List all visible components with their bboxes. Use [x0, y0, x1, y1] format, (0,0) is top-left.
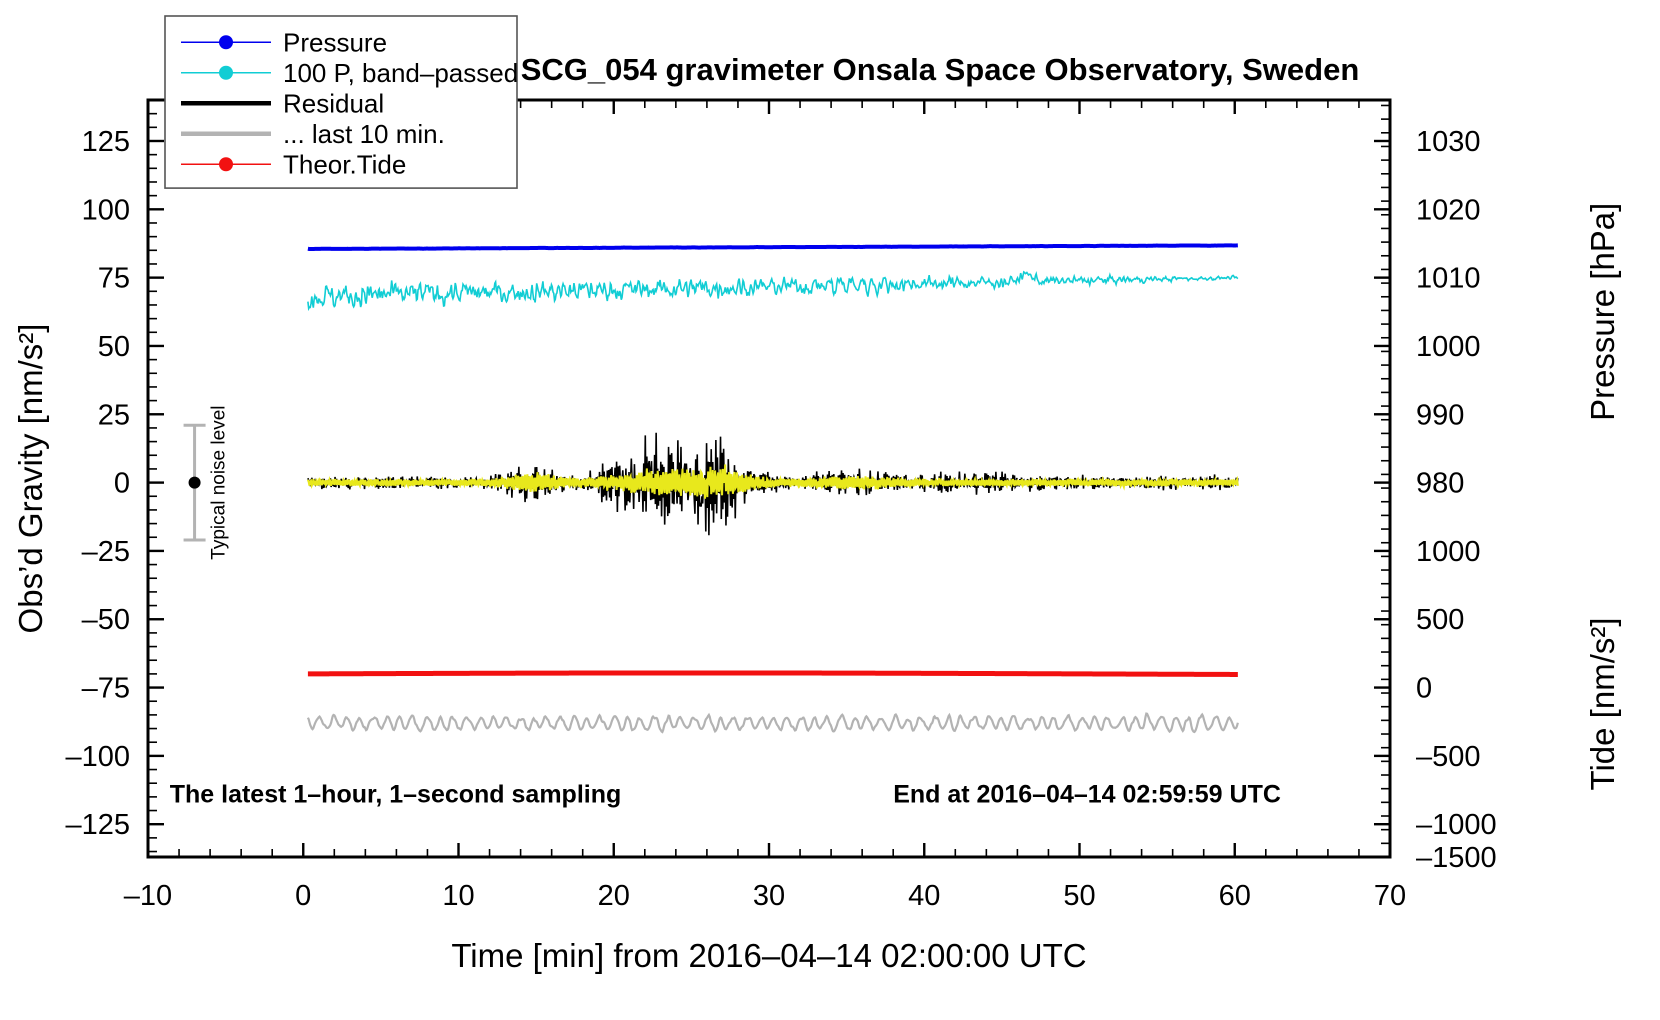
- y-tick-label: 50: [98, 331, 130, 363]
- legend-marker-1: [219, 65, 233, 80]
- x-tick-label: 0: [295, 880, 311, 912]
- y-tick-label: –75: [82, 673, 130, 705]
- end-time-note: End at 2016–04–14 02:59:59 UTC: [893, 780, 1281, 808]
- x-tick-label: 60: [1219, 880, 1251, 912]
- series-band-passed: [307, 270, 1239, 312]
- x-tick-label: 50: [1063, 880, 1095, 912]
- y-tick-label: –100: [65, 741, 130, 773]
- y-tick-label: 100: [82, 194, 130, 226]
- series-last-10-min: [306, 712, 1239, 734]
- x-tick-label: 40: [908, 880, 940, 912]
- pressure-axis-title: Pressure [hPa]: [1584, 203, 1621, 421]
- legend-label-2: Residual: [283, 88, 384, 118]
- pressure-tick-label: 1010: [1416, 263, 1481, 295]
- y-tick-label: 75: [98, 263, 130, 295]
- tide-tick-label: 500: [1416, 604, 1464, 636]
- y-tick-label: 25: [98, 399, 130, 431]
- x-tick-label: 70: [1374, 880, 1406, 912]
- x-tick-label: 10: [442, 880, 474, 912]
- y-tick-label: –50: [82, 604, 130, 636]
- y-tick-label: 0: [114, 468, 130, 500]
- pressure-tick-label: 1020: [1416, 194, 1481, 226]
- tide-tick-label: –500: [1416, 741, 1481, 773]
- y-tick-label: –25: [82, 536, 130, 568]
- y-axis-title: Obs’d Gravity [nm/s²]: [12, 324, 49, 634]
- pressure-tick-label: 1000: [1416, 331, 1481, 363]
- tide-axis-title: Tide [nm/s²]: [1584, 617, 1621, 790]
- legend-label-4: Theor.Tide: [283, 149, 406, 179]
- tide-tick-label: 0: [1416, 673, 1432, 705]
- noise-level-label: Typical noise level: [209, 405, 230, 559]
- series-theor-tide: [307, 670, 1238, 677]
- series-pressure: [306, 243, 1240, 252]
- y-tick-label: –125: [65, 809, 130, 841]
- plot-title: SCG_054 gravimeter Onsala Space Observat…: [521, 52, 1360, 87]
- pressure-tick-label: 1030: [1416, 126, 1481, 158]
- legend-label-0: Pressure: [283, 27, 387, 57]
- tide-tick-label: –1000: [1416, 809, 1497, 841]
- y-tick-label: 125: [82, 126, 130, 158]
- x-axis: –10 0 10 20 30 40 50 60 70: [124, 100, 1406, 912]
- x-tick-label: 30: [753, 880, 785, 912]
- x-tick-label: –10: [124, 880, 172, 912]
- pressure-tick-label: 980: [1416, 468, 1464, 500]
- sampling-note: The latest 1–hour, 1–second sampling: [170, 780, 622, 808]
- x-axis-title: Time [min] from 2016–04–14 02:00:00 UTC: [451, 937, 1086, 974]
- legend-label-3: ... last 10 min.: [283, 119, 445, 149]
- tide-tick-label: –1500: [1416, 842, 1497, 874]
- legend-marker-4: [219, 157, 233, 172]
- legend-label-1: 100 P, band–passed: [283, 58, 518, 88]
- y-axis-left: 125 100 75 50 25 0 –25 –50 –75 –100 –125: [65, 99, 164, 853]
- pressure-tick-label: 990: [1416, 399, 1464, 431]
- typical-noise-level-marker: Typical noise level: [183, 405, 230, 560]
- x-tick-label: 20: [598, 880, 630, 912]
- y-axis-right: 1030 1020 1010 1000 990 980 1000 500 0 –500 –1000–…: [1374, 104, 1497, 874]
- tide-tick-label: 1000: [1416, 536, 1481, 568]
- series-filtered-residual: [306, 464, 1239, 499]
- noise-center-dot: [188, 476, 201, 489]
- legend-marker-0: [219, 35, 233, 50]
